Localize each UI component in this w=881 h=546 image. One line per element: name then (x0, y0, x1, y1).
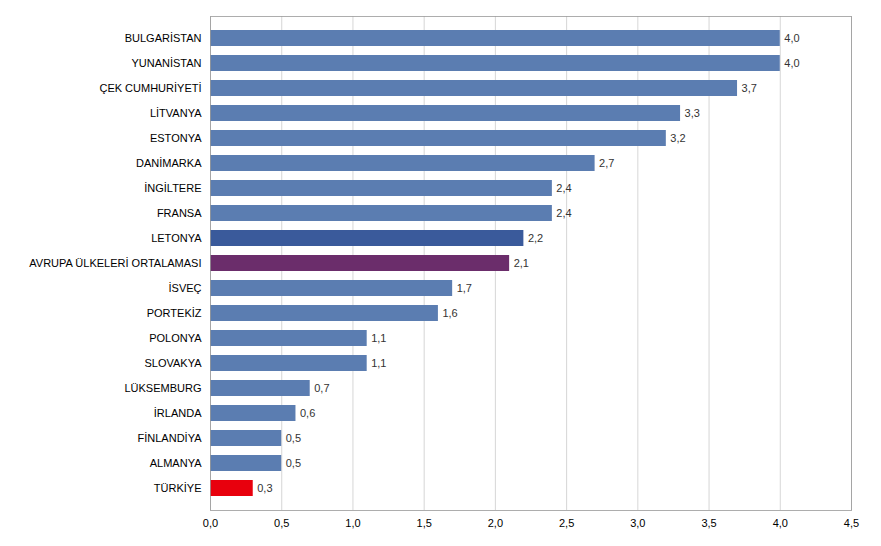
svg-text:0,7: 0,7 (314, 382, 329, 394)
svg-text:TÜRKİYE: TÜRKİYE (154, 482, 202, 494)
svg-text:3,5: 3,5 (701, 517, 716, 529)
svg-text:2,4: 2,4 (556, 182, 571, 194)
svg-text:1,1: 1,1 (371, 357, 386, 369)
svg-text:3,0: 3,0 (630, 517, 645, 529)
svg-text:FRANSA: FRANSA (157, 207, 202, 219)
svg-text:İSVEÇ: İSVEÇ (168, 282, 201, 294)
svg-text:2,5: 2,5 (559, 517, 574, 529)
svg-text:2,1: 2,1 (514, 257, 529, 269)
svg-text:2,7: 2,7 (599, 157, 614, 169)
svg-text:PORTEKİZ: PORTEKİZ (147, 307, 202, 319)
svg-text:0,5: 0,5 (274, 517, 289, 529)
svg-text:0,6: 0,6 (300, 407, 315, 419)
svg-text:1,5: 1,5 (417, 517, 432, 529)
svg-text:LETONYA: LETONYA (151, 232, 202, 244)
svg-text:ÇEK CUMHURİYETİ: ÇEK CUMHURİYETİ (99, 82, 201, 94)
svg-text:3,3: 3,3 (685, 107, 700, 119)
svg-text:0,3: 0,3 (257, 482, 272, 494)
svg-text:0,5: 0,5 (286, 457, 301, 469)
svg-text:AVRUPA ÜLKELERİ ORTALAMASI: AVRUPA ÜLKELERİ ORTALAMASI (29, 257, 201, 269)
svg-text:3,2: 3,2 (670, 132, 685, 144)
svg-text:2,2: 2,2 (528, 232, 543, 244)
svg-text:İNGİLTERE: İNGİLTERE (144, 182, 201, 194)
svg-text:1,1: 1,1 (371, 332, 386, 344)
svg-text:LİTVANYA: LİTVANYA (150, 107, 202, 119)
svg-text:4,0: 4,0 (784, 57, 799, 69)
svg-text:2,4: 2,4 (556, 207, 571, 219)
svg-text:ESTONYA: ESTONYA (150, 132, 202, 144)
svg-text:DANİMARKA: DANİMARKA (136, 157, 202, 169)
svg-text:4,5: 4,5 (844, 517, 859, 529)
svg-text:POLONYA: POLONYA (149, 332, 202, 344)
svg-text:FİNLANDİYA: FİNLANDİYA (138, 432, 203, 444)
svg-text:BULGARİSTAN: BULGARİSTAN (125, 32, 202, 44)
svg-text:0,5: 0,5 (286, 432, 301, 444)
svg-text:2,0: 2,0 (488, 517, 503, 529)
svg-text:SLOVAKYA: SLOVAKYA (144, 357, 202, 369)
svg-text:1,6: 1,6 (442, 307, 457, 319)
svg-text:0,0: 0,0 (203, 517, 218, 529)
svg-text:4,0: 4,0 (773, 517, 788, 529)
svg-text:3,7: 3,7 (742, 82, 757, 94)
svg-text:ALMANYA: ALMANYA (150, 457, 202, 469)
svg-text:İRLANDA: İRLANDA (154, 407, 202, 419)
svg-text:1,7: 1,7 (457, 282, 472, 294)
svg-text:LÜKSEMBURG: LÜKSEMBURG (124, 382, 201, 394)
svg-text:4,0: 4,0 (784, 32, 799, 44)
svg-text:1,0: 1,0 (345, 517, 360, 529)
svg-text:YUNANİSTAN: YUNANİSTAN (131, 57, 201, 69)
